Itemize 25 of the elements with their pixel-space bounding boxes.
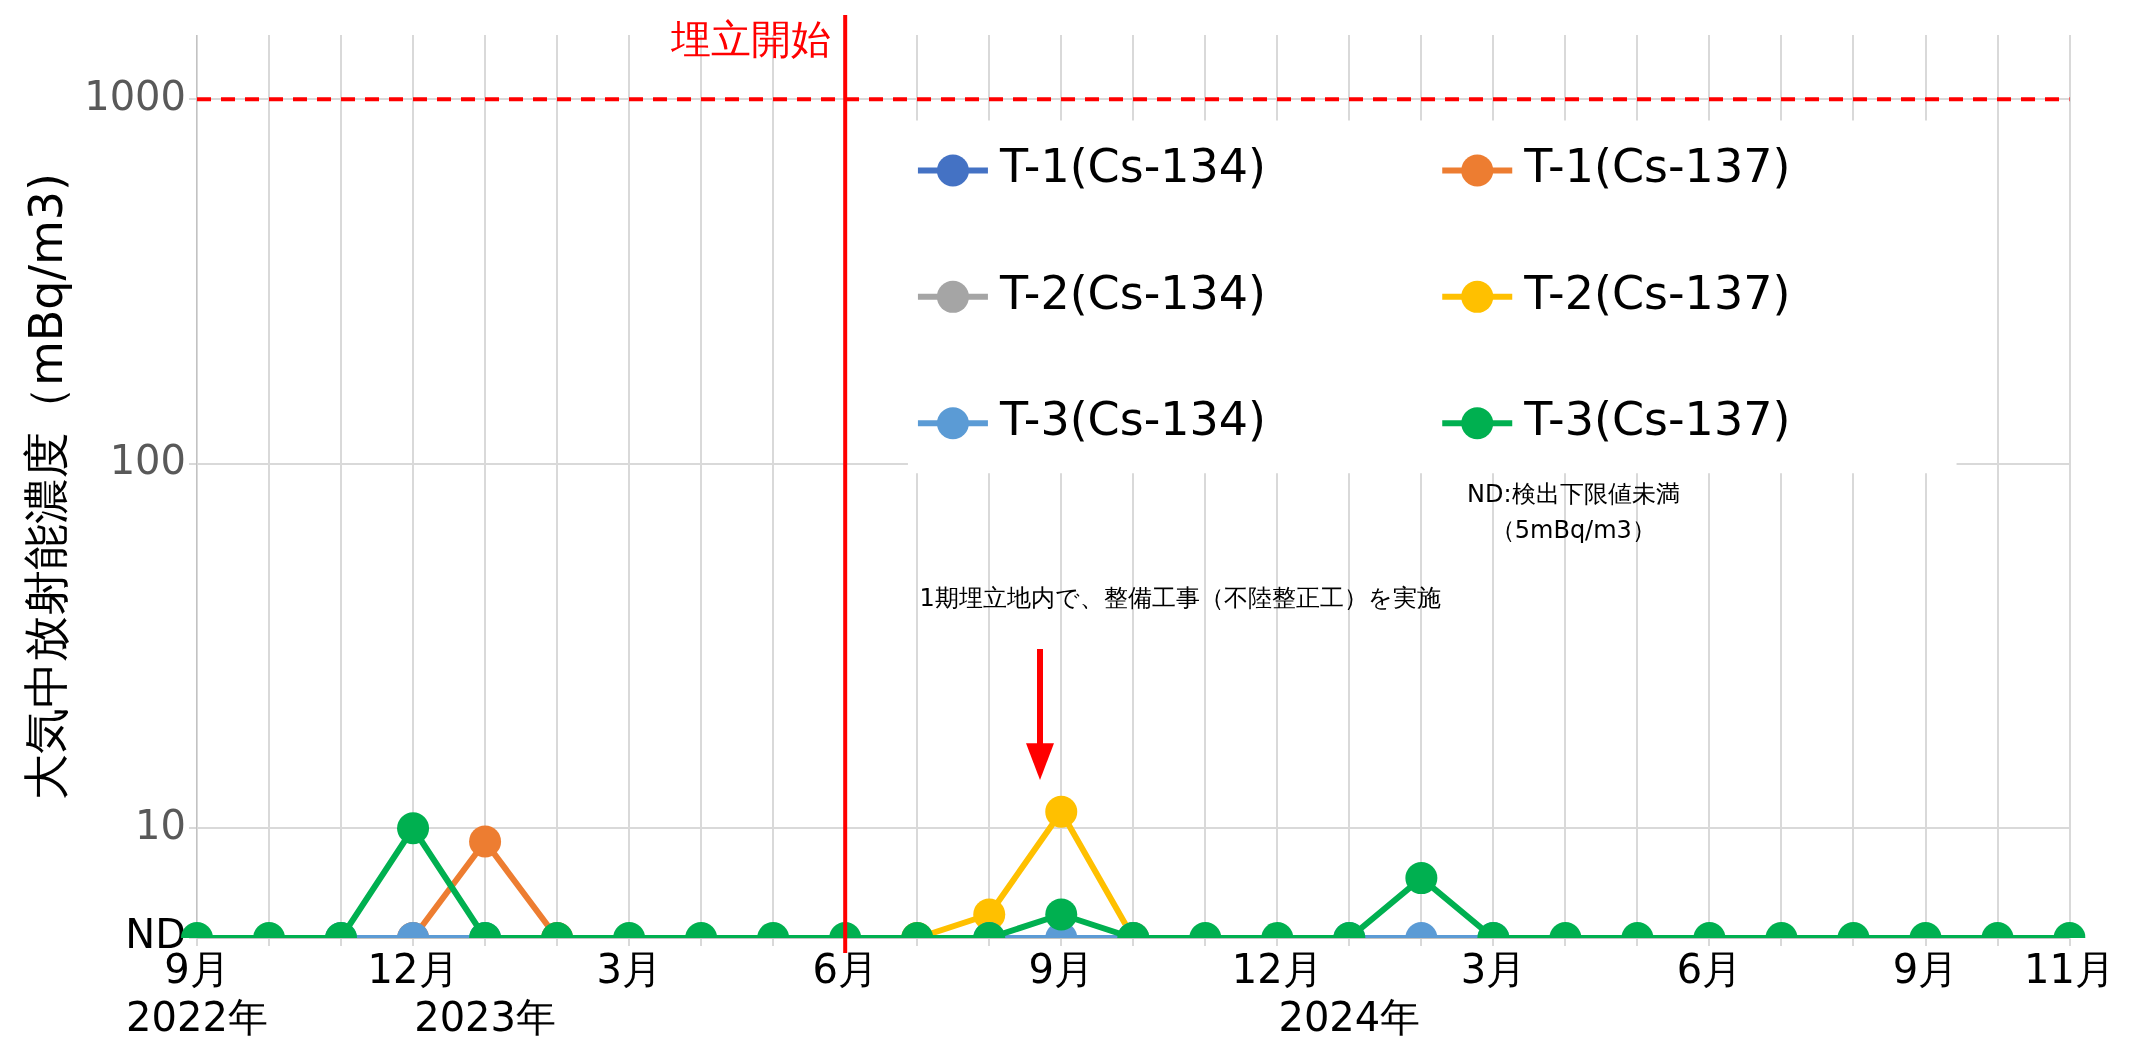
x-tick-label: 3月 [596,946,662,993]
legend-label: T-2(Cs-134) [998,265,1267,320]
annotation: （5mBq/m3） [1490,515,1656,544]
y-tick-label: 10 [135,801,186,848]
legend-label: T-3(Cs-134) [998,392,1267,447]
annotation: ND:検出下限値未満 [1467,479,1680,508]
x-tick-label: 6月 [812,946,878,993]
legend-label: T-2(Cs-137) [1523,265,1791,320]
x-tick-label: 12月 [367,946,459,993]
x-tick-label: 9月 [1028,946,1094,993]
x-tick-label: 2023年 [414,994,556,1041]
x-tick-label: 6月 [1676,946,1743,993]
legend-label: T-3(Cs-137) [1523,392,1791,447]
x-tick-label: 3月 [1460,946,1527,993]
x-tick-label: 11月 [2024,946,2115,993]
x-tick-label: 2024年 [1278,994,1421,1041]
y-axis-title: 大気中放射能濃度（mBq/m3) [18,172,73,801]
x-tick-label: 12月 [1231,946,1323,993]
annotation: 1期埋立地内で、整備工事（不陸整正工）を実施 [919,583,1441,612]
ref-line-label: 埋立開始 [670,16,832,63]
legend-label: T-1(Cs-134) [998,139,1267,194]
x-tick-label: 9月 [1892,946,1959,993]
y-tick-label: 100 [109,437,186,484]
y-tick-label: 1000 [84,72,186,119]
legend-label: T-1(Cs-137) [1523,139,1791,194]
